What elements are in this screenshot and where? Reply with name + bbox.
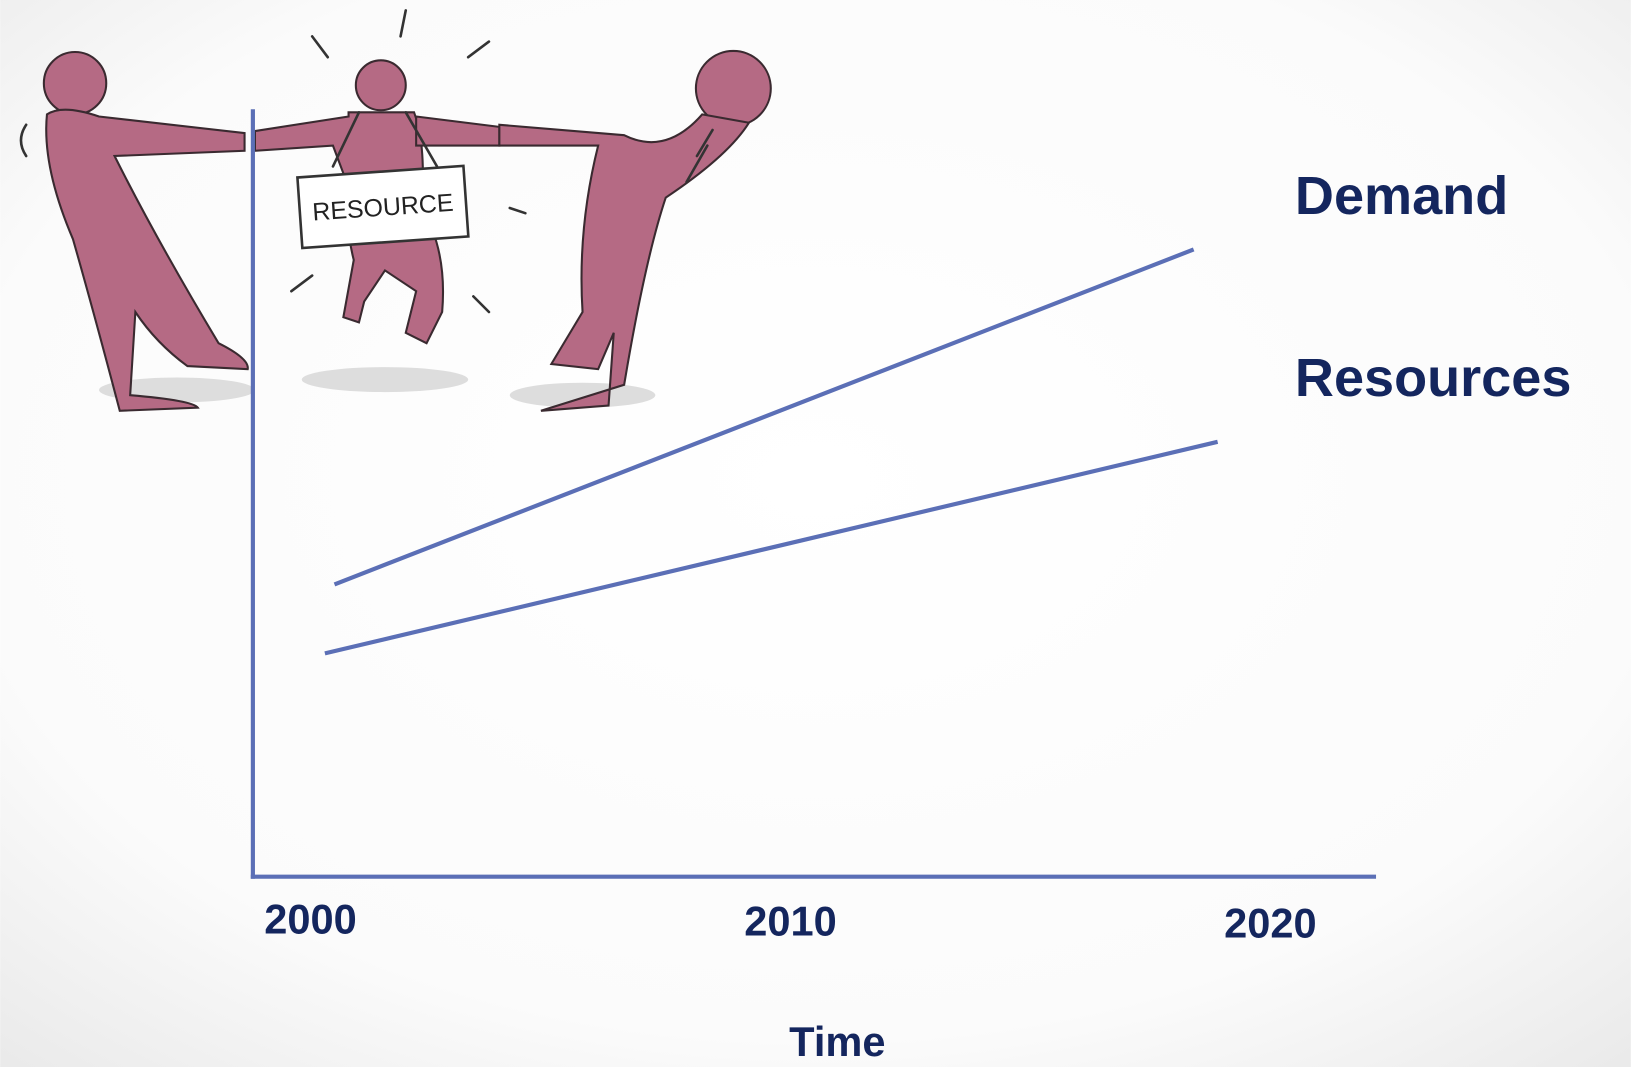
series-label: Demand [1295,166,1508,226]
series-line [324,439,1219,656]
illustration: RESOURCE [19,9,772,412]
series-line [333,247,1195,587]
series-label: Resources [1295,348,1571,408]
x-tick-label: 2020 [1224,900,1317,947]
x-axis-label: Time [789,1018,885,1065]
x-tick-label: 2000 [264,895,357,942]
x-tick-label: 2010 [744,898,837,945]
